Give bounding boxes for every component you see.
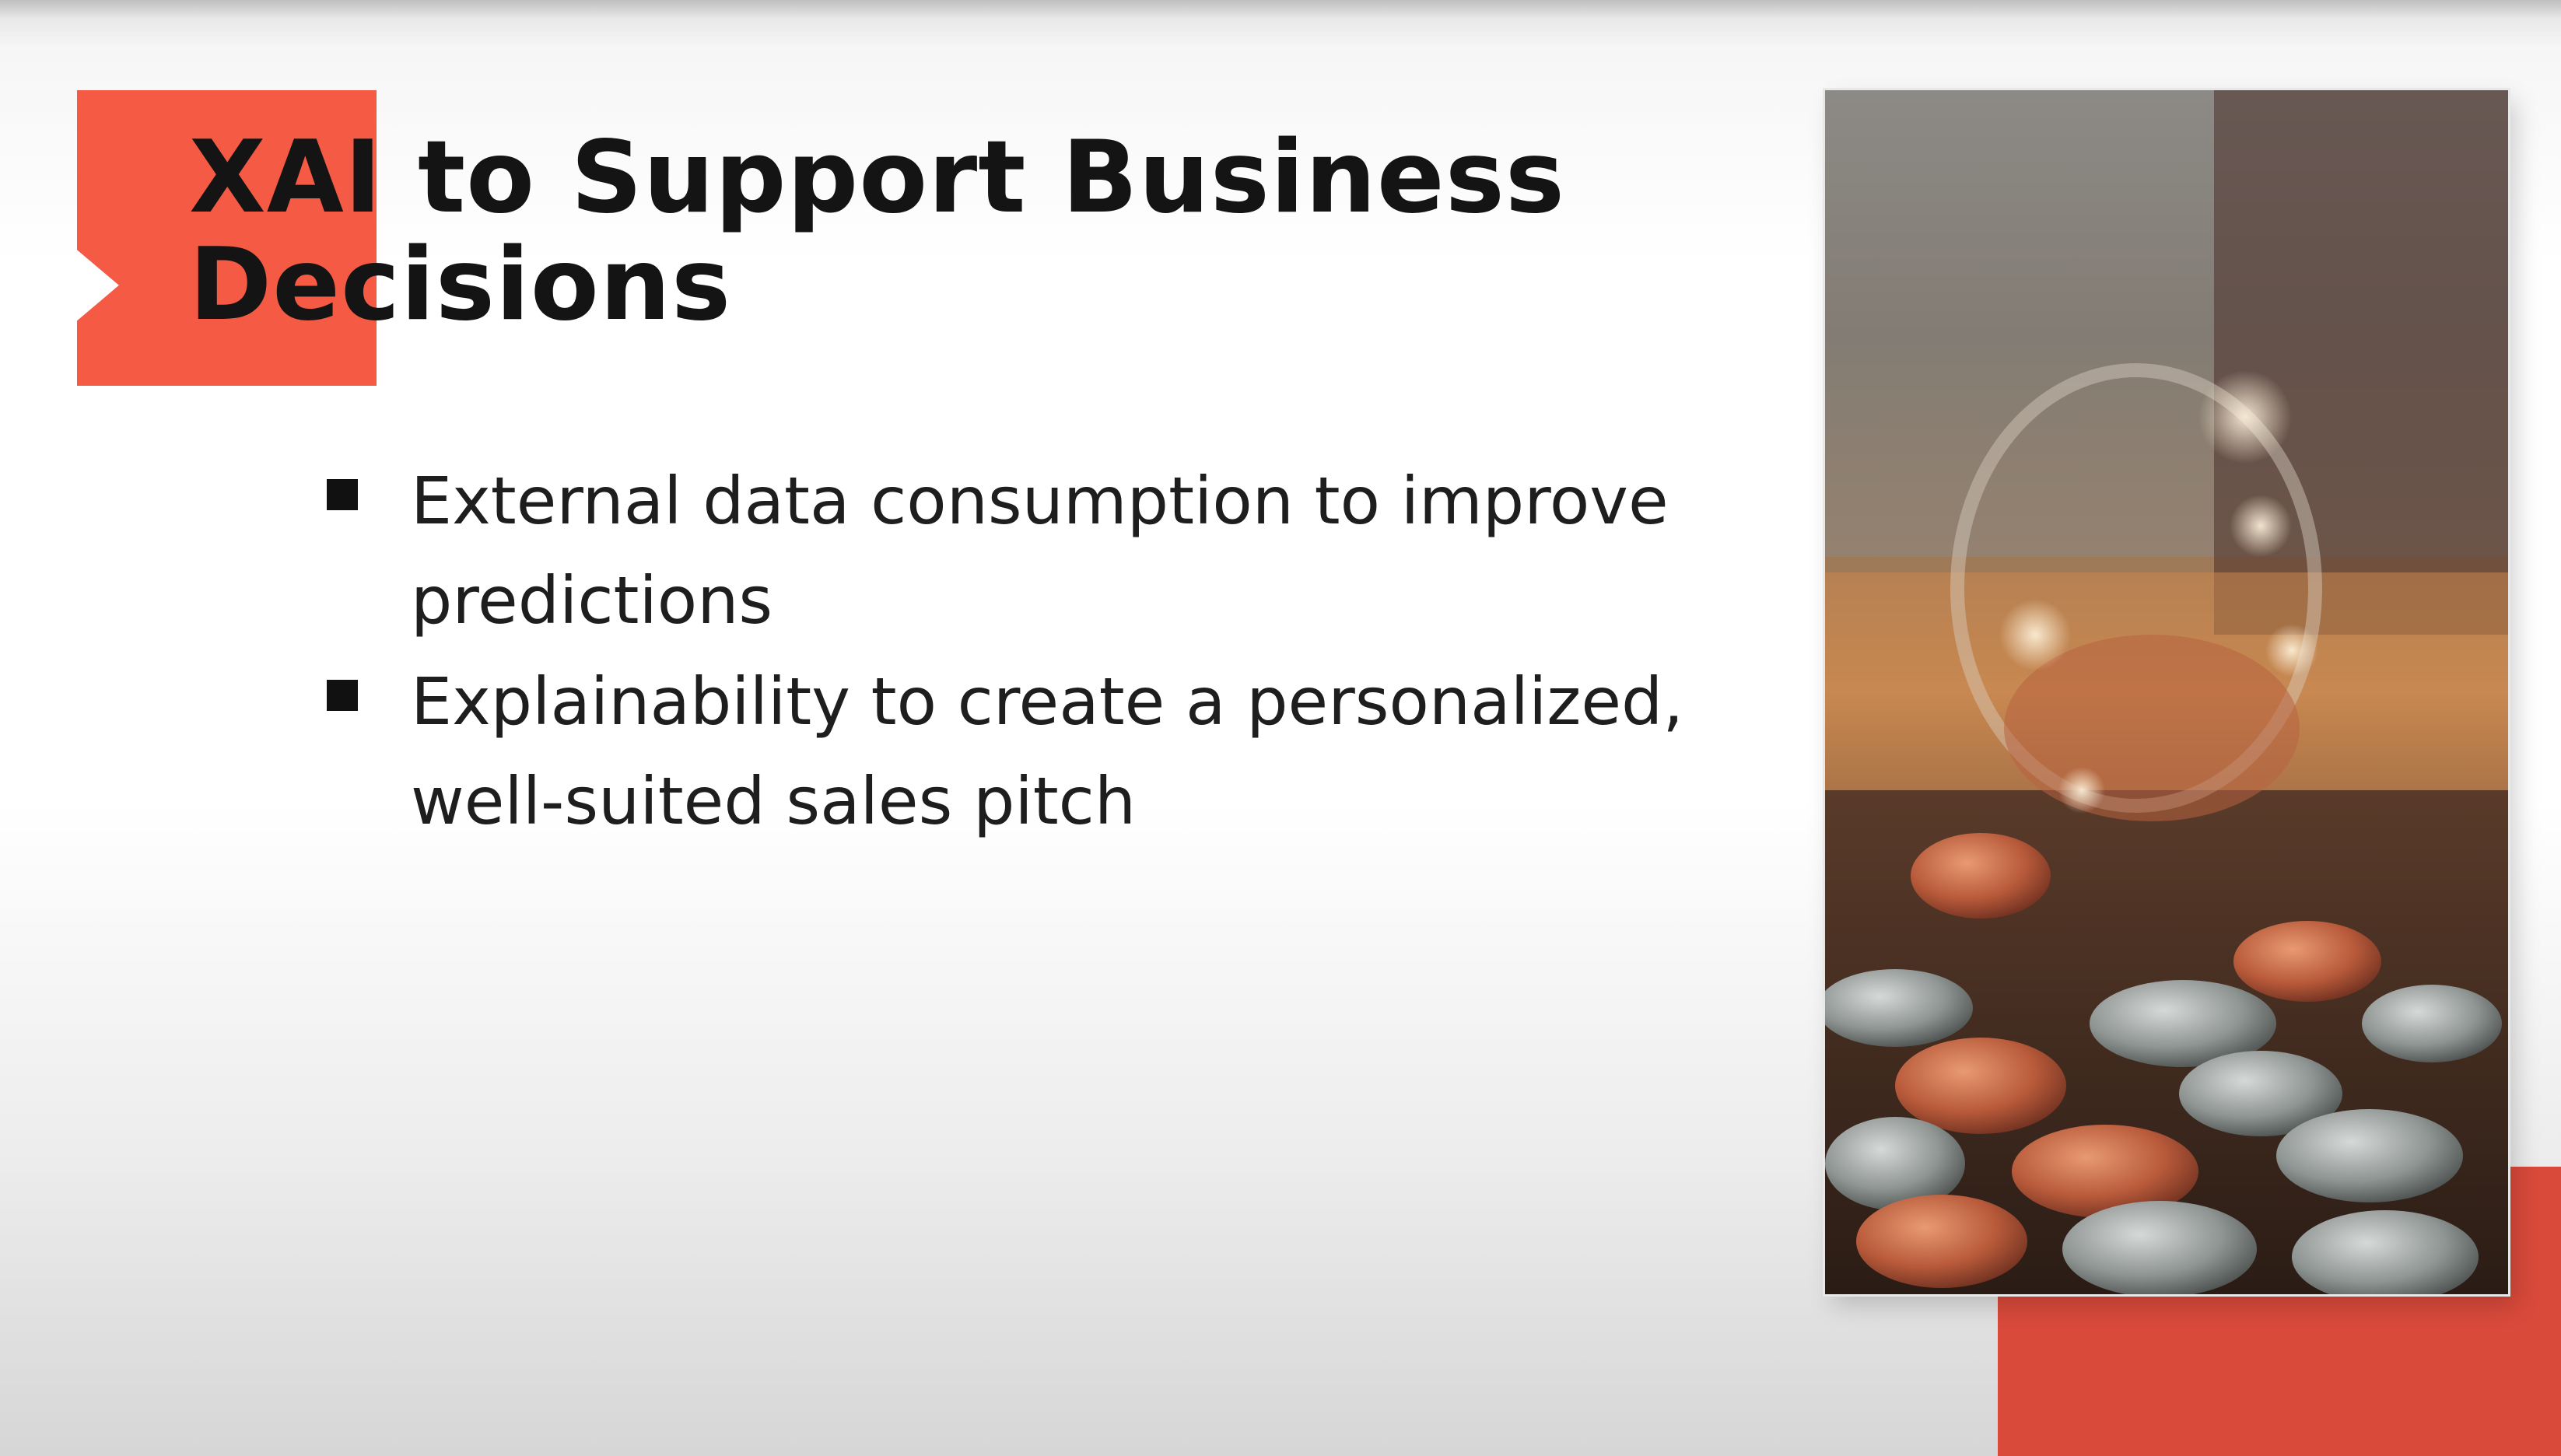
slide-title: XAI to Support Business Decisions	[189, 120, 1566, 343]
bullet-list: External data consumption to improve pre…	[327, 451, 1711, 852]
bullet-item: Explainability to create a personalized,…	[327, 652, 1711, 851]
square-bullet-icon	[327, 479, 358, 510]
title-accent-shape	[77, 90, 377, 386]
coins-jar-illustration	[1825, 90, 2508, 1294]
bullet-item: External data consumption to improve pre…	[327, 451, 1711, 650]
bullet-text: External data consumption to improve pre…	[411, 463, 1669, 639]
bullet-text: Explainability to create a personalized,…	[411, 663, 1684, 839]
square-bullet-icon	[327, 680, 358, 711]
top-edge-shadow	[0, 0, 2561, 47]
coins-jar-photo	[1825, 90, 2508, 1294]
